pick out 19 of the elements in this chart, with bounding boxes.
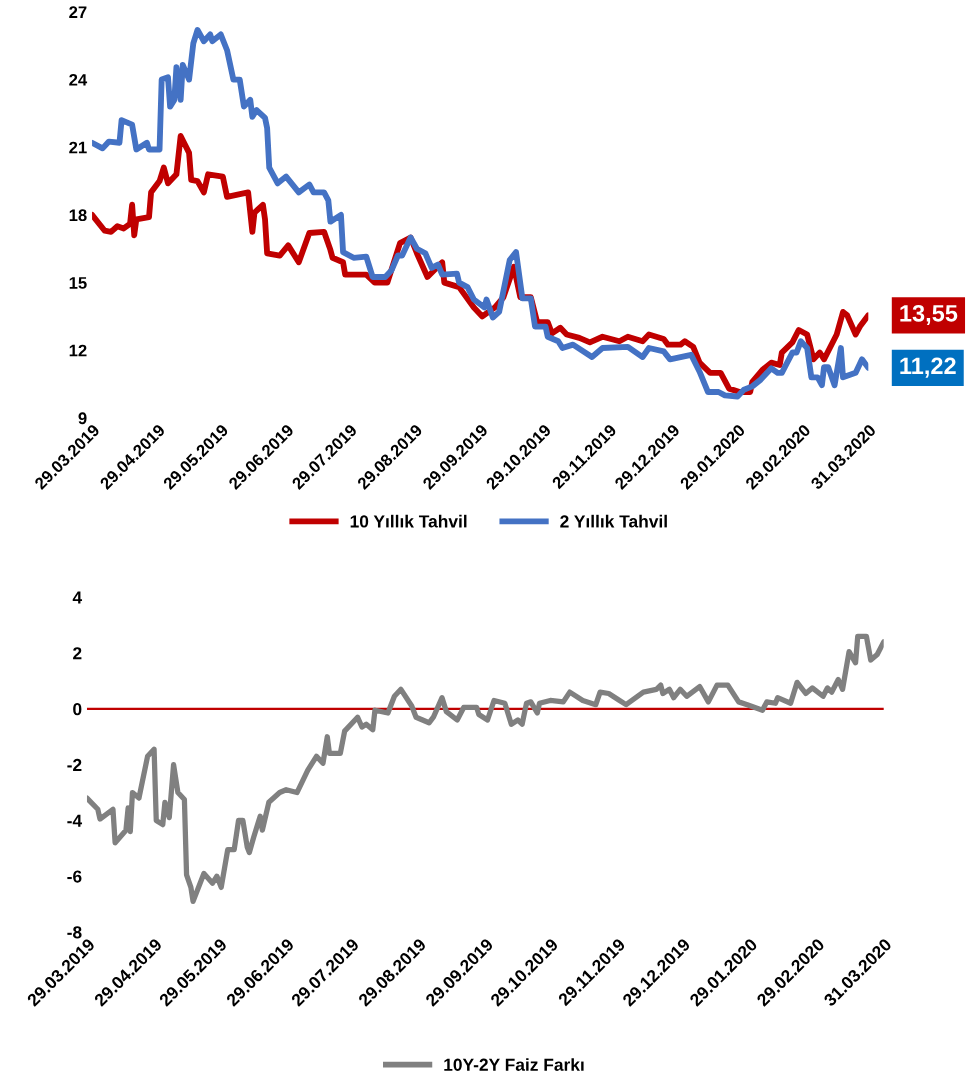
y-tick-label: -2 — [67, 758, 82, 771]
y-tick-label: 21 — [69, 141, 87, 154]
y-tick-label: -4 — [67, 814, 83, 827]
annotation: 11,22 — [900, 357, 956, 378]
y-tick-label: -6 — [67, 870, 82, 883]
y-tick-label: 2 — [73, 647, 82, 660]
y-tick-label: -8 — [67, 926, 82, 939]
y-tick-label: 18 — [69, 209, 87, 222]
y-tick-label: 0 — [73, 703, 82, 716]
y-tick-label: 27 — [69, 6, 87, 18]
legend-label: 10Y-2Y Faiz Farkı — [444, 1058, 584, 1071]
legend-label: 2 Yıllık Tahvil — [560, 514, 667, 528]
y-tick-label: 24 — [69, 73, 88, 86]
y-tick-label: 4 — [72, 591, 83, 604]
y-tick-label: 12 — [69, 344, 87, 357]
y-tick-label: 15 — [69, 277, 87, 289]
y-tick-label: 9 — [78, 412, 87, 425]
annotation: 13,55 — [900, 304, 958, 326]
legend-label: 10 Yıllık Tahvil — [350, 514, 467, 528]
